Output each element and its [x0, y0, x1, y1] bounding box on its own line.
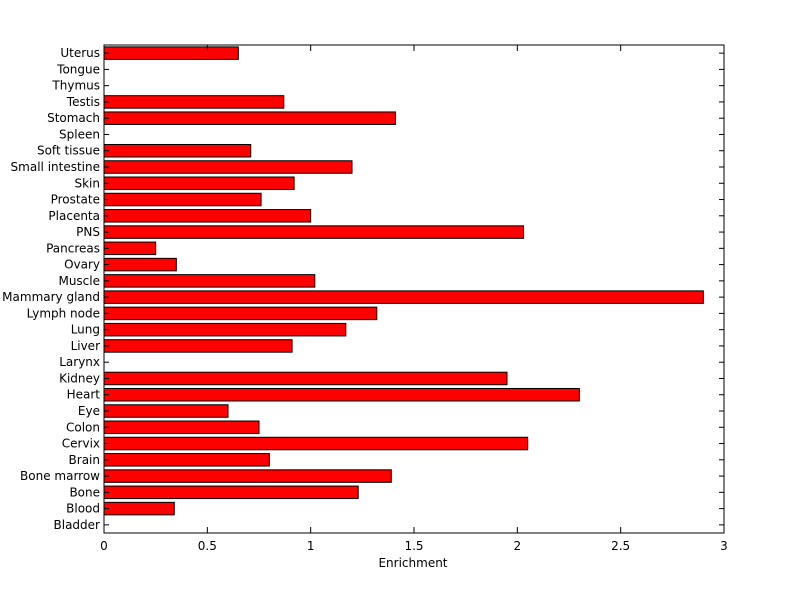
bar-heart — [103, 387, 580, 402]
bar-mammary-gland — [103, 290, 704, 304]
x-axis-label: Enrichment — [378, 556, 447, 570]
y-tick-label: Cervix — [62, 437, 100, 451]
y-tick-label: Larynx — [59, 355, 100, 369]
bar-placenta — [103, 209, 312, 223]
y-tick-label: Bladder — [54, 518, 101, 532]
y-tick-label: Lung — [71, 323, 100, 337]
y-tick-label: Soft tissue — [37, 144, 100, 158]
y-tick-label: Eye — [78, 404, 100, 418]
x-tick-label: 0 — [100, 539, 108, 553]
bar-lung — [103, 322, 347, 337]
y-tick-label: Heart — [67, 388, 101, 402]
bar-pancreas — [103, 241, 157, 256]
y-tick-label: PNS — [76, 225, 100, 239]
bar-soft-tissue — [103, 143, 252, 158]
y-tick-label: Placenta — [48, 209, 100, 223]
x-tick-label: 1 — [307, 539, 315, 553]
y-tick-label: Ovary — [64, 258, 100, 272]
bar-lymph-node — [103, 306, 378, 321]
y-tick-label: Liver — [71, 339, 101, 353]
bar-colon — [103, 420, 260, 435]
bar-ovary — [103, 257, 177, 272]
x-tick-label: 3 — [720, 539, 728, 553]
bar-bone-marrow — [103, 469, 392, 483]
y-tick-label: Blood — [66, 502, 100, 516]
y-tick-label: Pancreas — [46, 241, 100, 255]
y-tick-label: Small intestine — [11, 160, 100, 174]
x-tick-label: 1.5 — [404, 539, 423, 553]
y-tick-label: Prostate — [51, 193, 100, 207]
bar-pns — [103, 225, 525, 239]
y-tick-label: Kidney — [59, 371, 100, 385]
y-tick-label: Skin — [74, 176, 100, 190]
bar-uterus — [103, 46, 239, 60]
x-tick-label: 2 — [514, 539, 522, 553]
y-tick-label: Spleen — [59, 127, 100, 141]
bar-blood — [103, 501, 175, 516]
y-tick-label: Mammary gland — [2, 290, 100, 304]
bar-eye — [103, 404, 229, 418]
y-tick-label: Testis — [66, 95, 100, 109]
y-tick-label: Muscle — [58, 274, 100, 288]
y-tick-label: Lymph node — [27, 306, 100, 320]
y-tick-label: Colon — [66, 420, 100, 434]
bar-stomach — [103, 111, 396, 125]
bar-small-intestine — [103, 160, 353, 174]
y-tick-label: Bone marrow — [20, 469, 100, 483]
x-tick-label: 2.5 — [611, 539, 630, 553]
y-tick-label: Thymus — [51, 79, 100, 93]
bar-kidney — [103, 371, 508, 386]
bar-testis — [103, 95, 285, 109]
y-tick-label: Bone — [69, 485, 100, 499]
axes-group: Bladder Blood Bone Bone marrow Brain Cervix Co… — [2, 44, 728, 553]
bar-muscle — [103, 274, 316, 288]
y-tick-label: Tongue — [56, 62, 100, 76]
bars-group — [103, 46, 704, 516]
bar-cervix — [103, 436, 529, 451]
y-tick-label: Brain — [69, 453, 100, 467]
bar-liver — [103, 339, 293, 353]
y-tick-label: Stomach — [47, 111, 100, 125]
bar-brain — [103, 453, 270, 467]
bar-bone — [103, 485, 359, 500]
x-tick-label: 0.5 — [198, 539, 217, 553]
y-tick-label: Uterus — [60, 46, 100, 60]
bar-skin — [103, 176, 295, 191]
bar-prostate — [103, 192, 262, 207]
